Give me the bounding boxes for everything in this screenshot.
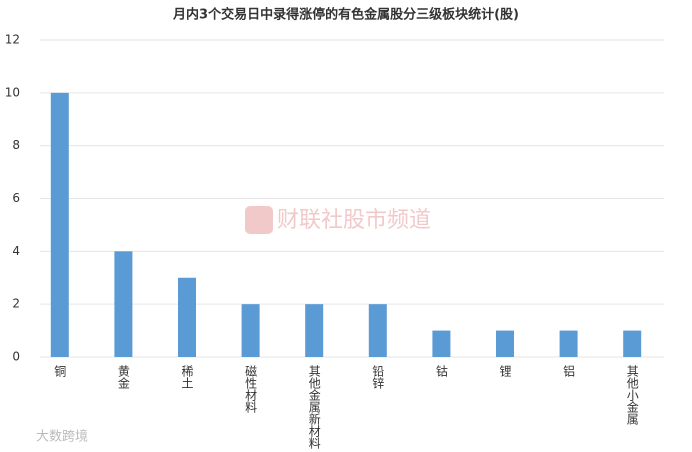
x-tick-label: 锂 (498, 364, 512, 377)
x-tick-label: 黄金 (116, 365, 130, 389)
y-tick-label: 8 (12, 138, 20, 152)
bar (50, 92, 69, 357)
bar (241, 304, 260, 357)
watermark: 财联社股市频道 (277, 208, 431, 233)
x-tick-label: 其他小金属 (625, 365, 639, 426)
bar (623, 330, 642, 357)
y-tick-label: 12 (5, 33, 20, 47)
corner-watermark: 大数跨境 (36, 430, 88, 445)
x-tick-label: 其他金属新材料 (307, 365, 321, 449)
y-tick-label: 10 (5, 85, 20, 99)
chart-title: 月内3个交易日中录得涨停的有色金属股分三级板块统计(股) (172, 7, 519, 23)
bar (559, 330, 578, 357)
x-tick-label: 磁性材料 (244, 364, 258, 413)
bar (368, 304, 387, 357)
y-tick-label: 2 (12, 297, 20, 311)
bar (178, 277, 196, 357)
y-tick-label: 4 (12, 244, 20, 258)
watermark-logo (245, 206, 273, 234)
x-tick-label: 铜 (53, 364, 67, 377)
bar (432, 330, 451, 357)
bar (305, 304, 324, 357)
x-tick-label: 铝 (562, 364, 576, 377)
y-tick-label: 6 (12, 191, 20, 205)
bar (496, 330, 514, 357)
y-tick-label: 0 (12, 350, 20, 364)
x-tick-label: 铅锌 (371, 365, 385, 389)
x-tick-label: 钴 (434, 364, 448, 377)
bar (114, 251, 133, 357)
x-tick-label: 稀土 (180, 365, 194, 389)
